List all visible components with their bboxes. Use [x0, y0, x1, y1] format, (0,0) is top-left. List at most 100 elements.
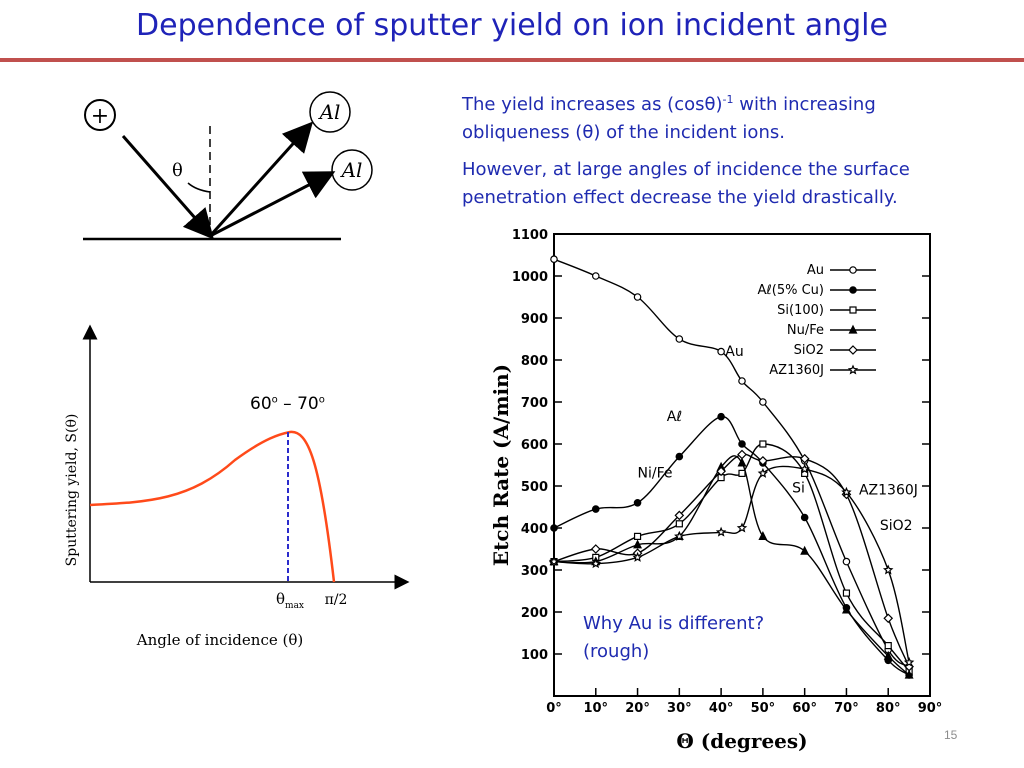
theta-label: θ	[172, 160, 183, 181]
sputtered-arrow-2	[209, 171, 336, 238]
x-axis-label: Θ (degrees)	[676, 729, 807, 753]
legend-marker	[847, 364, 859, 375]
degree-sup-1: o	[271, 394, 278, 406]
ion-symbol: +	[91, 104, 109, 129]
sputter-geometry-diagram: + θ Al Al	[83, 91, 373, 241]
data-point-sio2	[590, 544, 601, 554]
yield-x-label: Angle of incidence (θ)	[136, 631, 303, 649]
data-point-sio2	[674, 510, 685, 521]
data-point-nu-fe	[883, 650, 893, 660]
au-note: Why Au is different? (rough)	[583, 610, 764, 666]
data-point-nu-fe	[800, 545, 810, 555]
y-axis-label: Etch Rate (A/min)	[489, 364, 513, 566]
legend-entry: Nu/Fe	[787, 323, 824, 338]
y-tick-label: 1000	[512, 270, 548, 285]
data-point-nu-fe	[737, 457, 747, 467]
range-start: 60	[250, 394, 272, 414]
legend-marker	[849, 306, 857, 314]
x-tick-label: 30°	[667, 701, 692, 716]
optimal-angle-range: 60o – 70o	[250, 394, 325, 414]
data-point-az1360j	[632, 551, 643, 562]
x-tick-label: 90°	[918, 701, 943, 716]
data-point-si-100-	[842, 589, 851, 597]
sputtering-yield-plot: Sputtering yield, S(θ) Angle of incidenc…	[64, 324, 410, 649]
data-point-au	[717, 347, 725, 356]
legend-marker	[849, 286, 857, 294]
data-point-az1360j	[590, 558, 602, 569]
para1-text-b: )	[715, 94, 723, 115]
curve-annotation: AZ1360J	[859, 482, 918, 498]
curve-annotation: SiO2	[880, 518, 913, 534]
x-tick-label: 80°	[876, 701, 901, 716]
data-point-az1360j	[736, 522, 748, 533]
data-point-si-100-	[738, 469, 746, 477]
note-question: Why Au is different?	[583, 613, 765, 634]
ion-icon	[84, 99, 116, 131]
x-tick-label: 50°	[751, 701, 776, 716]
para1-text-a: The yield increases as (cos	[462, 94, 705, 115]
atom-icon-1	[309, 91, 351, 133]
curve-annotation: Si	[792, 480, 805, 496]
y-tick-label: 400	[521, 522, 548, 537]
data-point-sio2	[758, 455, 768, 466]
x-tick-label: 20°	[625, 701, 650, 716]
x-tick-label: 0°	[546, 701, 562, 716]
data-point-sio2	[799, 453, 810, 464]
y-tick-label: 500	[521, 480, 548, 495]
data-point-au	[675, 335, 684, 343]
data-point-si-100-	[633, 532, 642, 540]
curve-annotation: Au	[725, 344, 743, 360]
curve-annotation: Ni/Fe	[638, 466, 673, 482]
legend-marker	[849, 266, 857, 274]
y-tick-label: 800	[521, 354, 548, 369]
yield-curve	[89, 430, 336, 583]
incident-arrow	[121, 135, 214, 240]
paragraph-yield-increase: The yield increases as (cosθ)-1 with inc…	[462, 86, 1002, 147]
note-rough: (rough)	[583, 641, 650, 662]
para1-text-d: obliqueness (	[462, 122, 583, 143]
legend-entry: SiO2	[794, 343, 824, 358]
y-tick-label: 1100	[512, 228, 548, 243]
data-point-a-5-cu-	[800, 513, 809, 522]
legend-entry: Aℓ(5% Cu)	[758, 283, 824, 298]
range-end: – 70	[277, 394, 319, 414]
atom-label-2: Al	[340, 158, 363, 182]
y-tick-label: 300	[521, 564, 548, 579]
sputtered-arrow-1	[208, 121, 314, 238]
data-point-az1360j	[674, 530, 685, 541]
x-tick-label: 60°	[792, 701, 817, 716]
theta-symbol-2: θ	[582, 122, 594, 143]
y-tick-label: 700	[521, 396, 548, 411]
data-point-a-5-cu-	[591, 505, 600, 513]
data-point-a-5-cu-	[738, 440, 746, 448]
tick-pi-over-2: π/2	[325, 592, 348, 608]
data-point-az1360j	[548, 556, 560, 567]
curve-annotation: Aℓ	[667, 409, 682, 425]
data-point-sio2	[883, 613, 894, 624]
plot-frame	[553, 233, 931, 697]
exponent: -1	[722, 93, 734, 106]
series-line-a-5-cu-	[553, 415, 910, 676]
data-point-sio2	[737, 449, 747, 460]
tick-theta-max: θmax	[276, 590, 304, 611]
atom-icon-2	[331, 149, 373, 191]
x-tick-label: 70°	[834, 701, 859, 716]
data-point-a-5-cu-	[633, 498, 642, 507]
data-point-au	[759, 398, 767, 406]
data-point-az1360j	[903, 656, 915, 667]
data-point-au	[633, 293, 642, 301]
data-point-az1360j	[799, 463, 810, 474]
paragraph-large-angle: However, at large angles of incidence th…	[462, 159, 910, 208]
legend-marker	[848, 345, 858, 355]
legend-entry: AZ1360J	[769, 363, 824, 378]
slide-title: Dependence of sputter yield on ion incid…	[136, 8, 888, 43]
legend-entry: Au	[807, 263, 824, 278]
etch-rate-chart: 100 200 300 400 500 600 700 800 900 1000 1100 0° 10°…	[489, 228, 943, 753]
theta-symbol: θ	[704, 94, 716, 115]
data-point-az1360j	[841, 486, 852, 497]
y-tick-label: 600	[521, 438, 548, 453]
degree-sup-2: o	[318, 394, 325, 406]
legend-marker	[848, 324, 858, 334]
angle-arc	[187, 182, 211, 193]
para1-text-c: with increasing	[733, 94, 876, 115]
